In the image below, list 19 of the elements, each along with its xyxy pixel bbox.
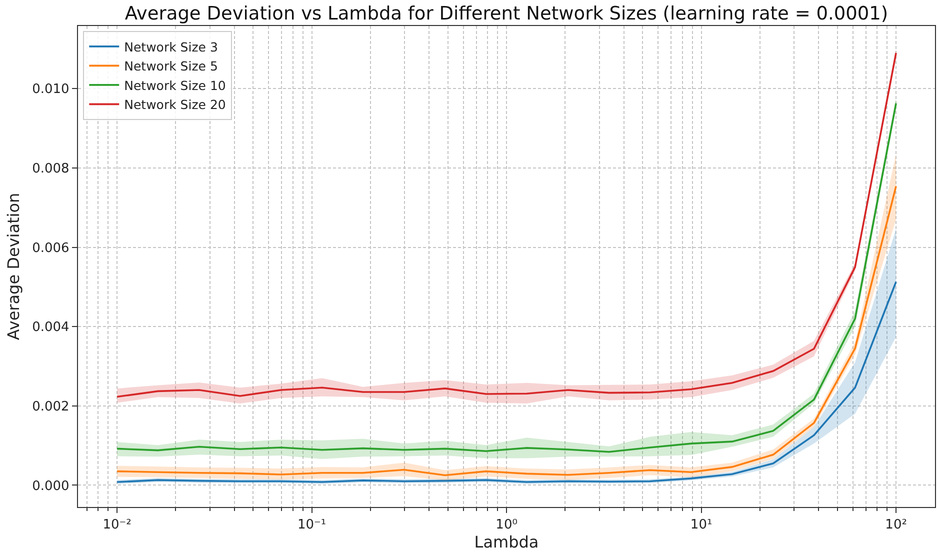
y-tick-label: 0.002 (32, 399, 70, 414)
line-series (116, 280, 897, 483)
legend-label: Network Size 20 (124, 97, 226, 112)
x-tick-label: 10² (885, 518, 907, 533)
chart-title: Average Deviation vs Lambda for Different Network Sizes (learning rate = 0.0001) (124, 3, 888, 24)
y-tick-label: 0.008 (32, 162, 70, 177)
y-axis-title: Average Deviation (4, 192, 23, 340)
x-tick-label: 10¹ (690, 518, 712, 533)
x-tick-label: 10⁻¹ (298, 518, 326, 533)
y-tick-label: 0.004 (32, 320, 70, 336)
y-tick-label: 0.010 (32, 82, 70, 98)
x-tick-label: 10⁰ (496, 518, 518, 533)
y-tick-label: 0.000 (32, 478, 70, 494)
legend-label: Network Size 3 (124, 39, 218, 54)
legend-label: Network Size 5 (124, 58, 218, 74)
y-tick-label: 0.006 (32, 240, 70, 256)
legend-label: Network Size 10 (124, 78, 226, 93)
x-axis-title: Lambda (474, 532, 539, 552)
x-tick-label: 10⁻² (102, 518, 132, 533)
